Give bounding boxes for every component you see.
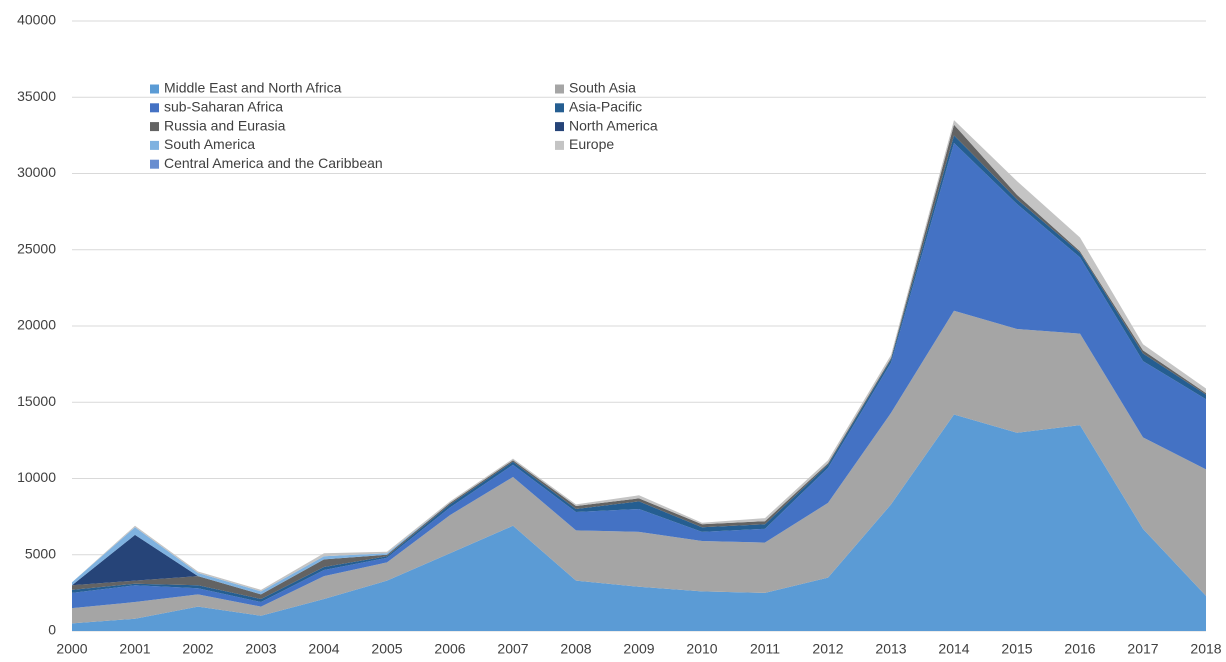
legend-label: North America <box>569 117 658 133</box>
legend-swatch <box>150 159 159 169</box>
legend-label: South Asia <box>569 80 636 96</box>
y-tick-label: 40000 <box>17 12 56 28</box>
legend-swatch <box>555 103 564 113</box>
x-tick-label: 2012 <box>812 641 843 657</box>
area <box>72 135 1206 603</box>
x-tick-label: 2003 <box>245 641 276 657</box>
legend-label: Russia and Eurasia <box>164 117 286 133</box>
legend-label: Europe <box>569 136 614 152</box>
y-tick-label: 20000 <box>17 317 56 333</box>
y-tick-label: 15000 <box>17 393 56 409</box>
x-tick-label: 2007 <box>497 641 528 657</box>
y-tick-label: 30000 <box>17 164 56 180</box>
x-tick-label: 2018 <box>1190 641 1221 657</box>
legend-swatch <box>150 122 159 132</box>
legend-label: sub-Saharan Africa <box>164 99 283 115</box>
legend-swatch <box>150 140 159 150</box>
x-tick-label: 2008 <box>560 641 591 657</box>
legend-label: Asia-Pacific <box>569 99 642 115</box>
x-tick-label: 2004 <box>308 641 339 657</box>
legend-label: Central America and the Caribbean <box>164 155 383 171</box>
area <box>72 414 1206 631</box>
x-tick-label: 2009 <box>623 641 654 657</box>
legend-label: South America <box>164 136 255 152</box>
y-tick-label: 0 <box>48 622 56 638</box>
area <box>72 124 1206 599</box>
x-tick-label: 2006 <box>434 641 465 657</box>
legend-label: Middle East and North Africa <box>164 80 342 96</box>
y-tick-label: 35000 <box>17 88 56 104</box>
y-tick-label: 25000 <box>17 240 56 256</box>
legend-swatch <box>150 84 159 94</box>
x-tick-label: 2014 <box>938 641 969 657</box>
legend-swatch <box>555 84 564 94</box>
y-tick-label: 5000 <box>25 545 56 561</box>
x-tick-label: 2015 <box>1001 641 1032 657</box>
x-tick-label: 2010 <box>686 641 717 657</box>
x-tick-label: 2001 <box>119 641 150 657</box>
area <box>72 143 1206 609</box>
x-tick-label: 2011 <box>750 641 780 657</box>
area <box>72 310 1206 624</box>
legend-swatch <box>555 140 564 150</box>
area <box>72 120 1206 592</box>
x-tick-label: 2017 <box>1127 641 1158 657</box>
y-tick-label: 10000 <box>17 469 56 485</box>
legend-swatch <box>150 103 159 113</box>
x-tick-label: 2002 <box>182 641 213 657</box>
x-tick-label: 2005 <box>371 641 402 657</box>
x-tick-label: 2000 <box>56 641 87 657</box>
x-tick-label: 2013 <box>875 641 906 657</box>
legend-swatch <box>555 122 564 132</box>
x-tick-label: 2016 <box>1064 641 1095 657</box>
